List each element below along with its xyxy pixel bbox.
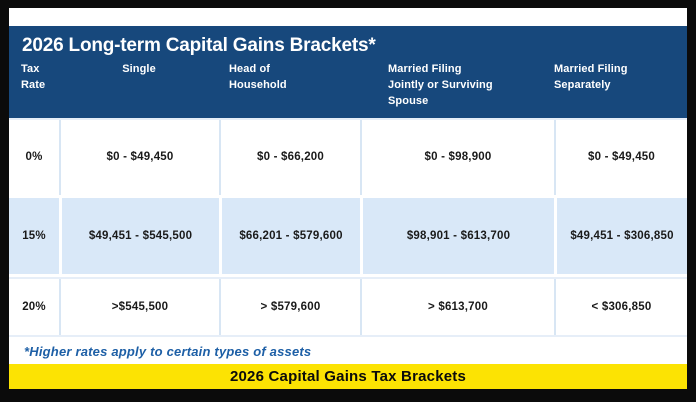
caption-banner-text: 2026 Capital Gains Tax Brackets [229,367,467,385]
column-header-single: Single [122,63,156,75]
cell-married-separately: $49,451 - $306,850 [554,197,687,274]
top-margin [9,8,687,26]
table-title: 2026 Long-term Capital Gains Brackets* [22,35,376,56]
cell-single: $0 - $49,450 [59,119,219,195]
cell-head-of-household: $66,201 - $579,600 [219,197,360,274]
table-row-20-percent: 20% >$545,500 > $579,600 > $613,700 < $3… [9,276,687,337]
cell-married-jointly: > $613,700 [360,278,554,335]
table-row-0-percent: 0% $0 - $49,450 $0 - $66,200 $0 - $98,90… [9,117,687,195]
column-header-row: Tax Rate Single Head of Household Marrie… [9,60,687,118]
caption-banner: 2026 Capital Gains Tax Brackets [9,363,687,389]
cell-rate: 0% [25,151,43,164]
column-header-head-of-household: Head of Household [229,63,287,91]
cell-head-of-household: $0 - $66,200 [219,119,360,195]
table-row-15-percent: 15% $49,451 - $545,500 $66,201 - $579,60… [9,194,687,277]
column-header-married-filing-jointly: Married Filing Jointly or Surviving Spou… [388,63,493,107]
infographic-canvas: 2026 Long-term Capital Gains Brackets* T… [9,8,687,389]
cell-head-of-household: > $579,600 [219,278,360,335]
cell-single: $49,451 - $545,500 [59,197,219,274]
column-header-tax-rate: Tax Rate [21,63,46,91]
footnote: *Higher rates apply to certain types of … [24,343,312,359]
cell-married-jointly: $98,901 - $613,700 [360,197,554,274]
cell-single: >$545,500 [59,278,219,335]
cell-rate: 15% [22,229,46,242]
cell-rate: 20% [22,300,46,313]
table-header-block: 2026 Long-term Capital Gains Brackets* T… [9,26,687,118]
column-header-married-filing-separately: Married Filing Separately [554,63,628,91]
cell-married-separately: < $306,850 [554,278,687,335]
cell-married-jointly: $0 - $98,900 [360,119,554,195]
cell-married-separately: $0 - $49,450 [554,119,687,195]
